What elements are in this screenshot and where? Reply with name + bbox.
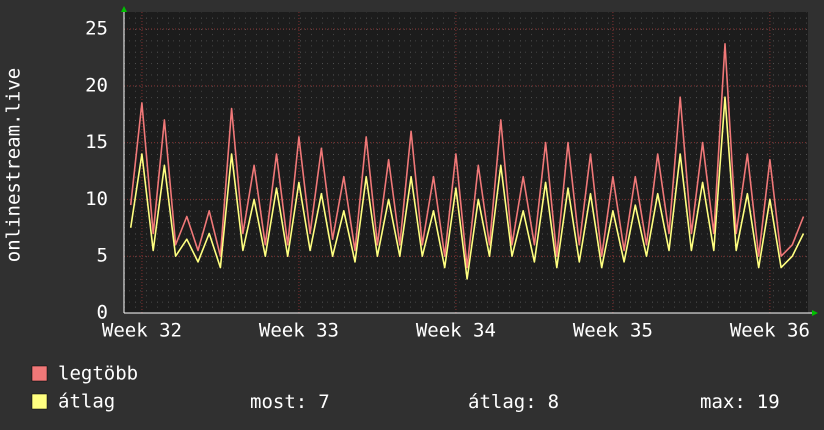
x-tick-label: Week 35 [573,320,653,342]
series-line [129,43,805,269]
legend-label: átlag [58,391,115,413]
stat: átlag: 8 [468,391,559,413]
plot [124,12,808,314]
y-tick-label: 10 [85,188,108,210]
stat-label: átlag: [468,391,537,413]
x-tick-label: Week 36 [730,320,810,342]
y-tick-label: 20 [85,74,108,96]
y-tick-label: 15 [85,131,108,153]
x-tick-label: Week 34 [416,320,496,342]
legend-swatch [31,393,48,410]
y-tick-label: 0 [97,302,108,324]
stat-value: 8 [548,391,559,413]
legend-swatch [31,365,48,382]
x-tick-label: Week 32 [102,320,182,342]
stat-value: 7 [318,391,329,413]
stat-label: max: [700,391,746,413]
stat-label: most: [250,391,307,413]
stat: most: 7 [250,391,330,413]
series-line [129,96,805,280]
y-axis-label: onlinestream.live [3,68,25,262]
y-tick-label: 5 [97,245,108,267]
stat: max: 19 [700,391,780,413]
y-arrow [121,6,127,12]
x-arrow [812,310,818,316]
legend-label: legtöbb [58,363,138,385]
stat-value: 19 [757,391,780,413]
x-tick-label: Week 33 [259,320,339,342]
y-tick-label: 25 [85,18,108,40]
